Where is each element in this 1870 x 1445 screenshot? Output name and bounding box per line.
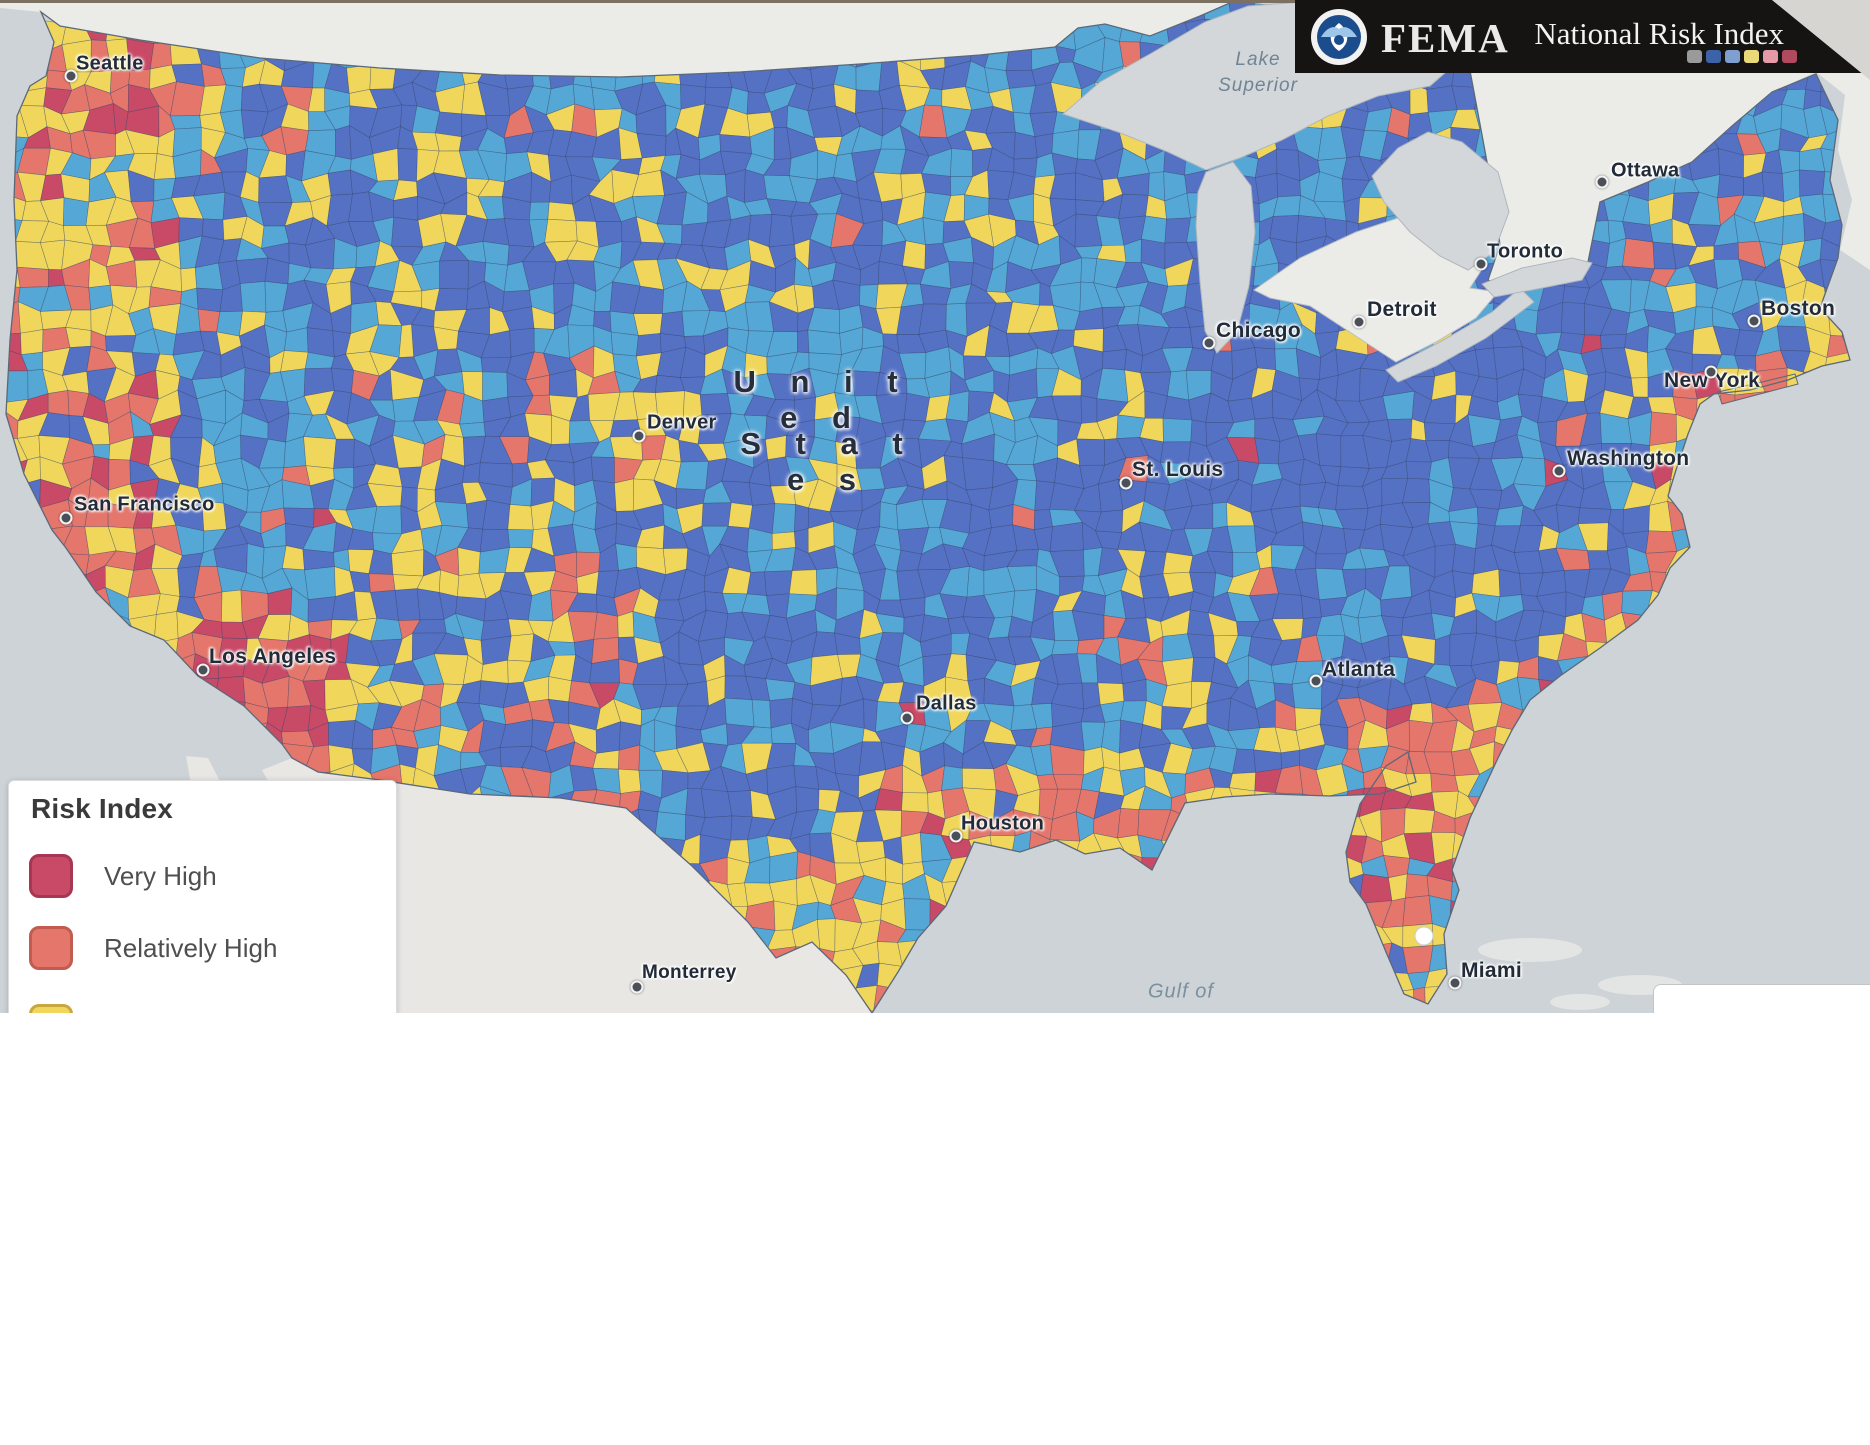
city-label-atlanta: Atlanta [1322,658,1396,681]
nri-chip-2 [1725,50,1740,63]
city-marker-los-angeles [196,663,210,677]
city-label-ottawa: Ottawa [1611,159,1680,182]
dhs-seal-icon [1311,9,1367,65]
legend-title: Risk Index [31,793,174,824]
fema-wordmark: FEMA [1381,15,1510,61]
city-marker-detroit [1352,315,1366,329]
country-label-line1: U n i t e d [733,364,911,435]
nri-chip-1 [1706,50,1721,63]
city-label-denver: Denver [647,411,717,434]
city-marker-washington [1552,464,1566,478]
city-marker-monterrey [630,980,644,994]
lake-superior-label-line2: Superior [1218,75,1298,96]
map-attribution-box [1653,984,1870,1015]
city-marker-dallas [900,711,914,725]
gulf-label: Gulf of [1148,980,1214,1003]
nri-legend-chips [1687,50,1797,63]
city-marker-chicago [1202,336,1216,350]
city-label-detroit: Detroit [1367,298,1437,321]
nri-chip-4 [1763,50,1778,63]
legend-swatch-0 [29,854,73,898]
city-marker-toronto [1474,257,1488,271]
city-label-washington: Washington [1567,447,1690,470]
city-label-dallas: Dallas [916,692,977,715]
nri-chip-5 [1782,50,1797,63]
city-marker-new-york [1704,365,1718,379]
country-label-line2: S t a t e s [740,426,916,497]
lake-superior-label-line1: Lake [1235,49,1281,70]
city-label-new-york: New York [1664,369,1761,392]
city-label-houston: Houston [961,812,1045,835]
legend-swatch-1 [29,926,73,970]
legend-label-0: Very High [104,860,217,891]
legend-label-1: Relatively High [104,932,278,963]
city-marker-ottawa [1595,175,1609,189]
legend-item-relatively-high[interactable]: Relatively High [29,924,379,972]
city-label-chicago: Chicago [1216,319,1301,342]
nri-title: National Risk Index [1534,16,1784,51]
city-label-boston: Boston [1761,297,1836,320]
city-label-san-francisco: San Francisco [74,493,215,516]
annotation-band: Risk Index: 18 Natural Hazards, Consolid… [0,1013,1870,1445]
city-marker-st-louis [1119,476,1133,490]
city-label-st-louis: St. Louis [1132,458,1224,481]
nri-chip-0 [1687,50,1702,63]
city-marker-seattle [64,69,78,83]
city-label-los-angeles: Los Angeles [209,645,337,668]
map-top-border [0,0,1870,3]
nri-chip-3 [1744,50,1759,63]
legend-item-very-high[interactable]: Very High [29,852,379,900]
city-label-toronto: Toronto [1487,240,1564,263]
fema-header-bar: FEMA National Risk Index [1295,0,1870,73]
city-marker-san-francisco [59,511,73,525]
city-marker-boston [1747,314,1761,328]
city-marker-houston [949,829,963,843]
city-label-monterrey: Monterrey [642,962,737,983]
city-label-miami: Miami [1461,959,1523,982]
city-marker-atlanta [1309,674,1323,688]
city-marker-denver [632,429,646,443]
city-label-seattle: Seattle [76,52,144,75]
city-marker-miami [1448,976,1462,990]
